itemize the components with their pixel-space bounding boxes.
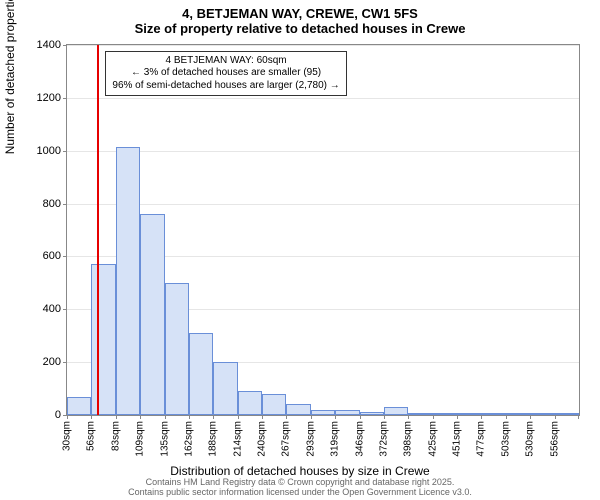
histogram-bar	[238, 391, 262, 415]
xtick-mark	[360, 415, 361, 419]
xtick-mark	[408, 415, 409, 419]
annotation-line-1: 4 BETJEMAN WAY: 60sqm	[165, 55, 286, 66]
ytick-mark	[63, 309, 67, 310]
ytick-label: 0	[55, 409, 61, 421]
histogram-bar	[457, 413, 481, 415]
xtick-label: 109sqm	[135, 421, 146, 457]
xtick-mark	[311, 415, 312, 419]
property-marker-line	[97, 45, 99, 415]
xtick-label: 162sqm	[183, 421, 194, 457]
xtick-mark	[262, 415, 263, 419]
xtick-label: 240sqm	[257, 421, 268, 457]
xtick-mark	[578, 415, 579, 419]
xtick-mark	[530, 415, 531, 419]
xtick-label: 346sqm	[354, 421, 365, 457]
xtick-mark	[189, 415, 190, 419]
xtick-mark	[506, 415, 507, 419]
ytick-label: 1000	[37, 145, 61, 157]
xtick-mark	[335, 415, 336, 419]
histogram-bar	[286, 404, 310, 415]
ytick-label: 600	[43, 250, 61, 262]
xtick-mark	[286, 415, 287, 419]
xtick-label: 556sqm	[549, 421, 560, 457]
annotation-line-2: ← 3% of detached houses are smaller (95)	[131, 67, 321, 78]
histogram-bar	[311, 410, 335, 415]
xtick-label: 372sqm	[378, 421, 389, 457]
xtick-mark	[457, 415, 458, 419]
xtick-mark	[67, 415, 68, 419]
xtick-label: 214sqm	[232, 421, 243, 457]
xtick-label: 188sqm	[208, 421, 219, 457]
ytick-mark	[63, 98, 67, 99]
xtick-label: 319sqm	[330, 421, 341, 457]
histogram-bar	[91, 264, 115, 415]
chart-footer: Contains HM Land Registry data © Crown c…	[0, 478, 600, 500]
ytick-mark	[63, 204, 67, 205]
xtick-label: 267sqm	[281, 421, 292, 457]
histogram-bar	[116, 147, 140, 415]
xtick-label: 30sqm	[62, 421, 73, 451]
histogram-bar	[189, 333, 213, 415]
footer-line-2: Contains public sector information licen…	[128, 487, 472, 497]
histogram-bar	[555, 413, 579, 415]
chart-container: 4, BETJEMAN WAY, CREWE, CW1 5FS Size of …	[0, 0, 600, 500]
xtick-mark	[555, 415, 556, 419]
histogram-bar	[506, 413, 530, 415]
ytick-label: 1200	[37, 92, 61, 104]
histogram-bar	[67, 397, 91, 416]
xtick-mark	[140, 415, 141, 419]
xtick-mark	[165, 415, 166, 419]
xtick-mark	[433, 415, 434, 419]
gridline	[67, 151, 579, 152]
ytick-mark	[63, 362, 67, 363]
xtick-label: 56sqm	[86, 421, 97, 451]
xtick-label: 83sqm	[110, 421, 121, 451]
ytick-mark	[63, 256, 67, 257]
ytick-label: 1400	[37, 39, 61, 51]
annotation-line-3: 96% of semi-detached houses are larger (…	[112, 80, 339, 91]
plot-area: 020040060080010001200140030sqm56sqm83sqm…	[66, 44, 580, 416]
chart-title-main: 4, BETJEMAN WAY, CREWE, CW1 5FS	[0, 0, 600, 21]
xtick-label: 477sqm	[476, 421, 487, 457]
xtick-mark	[116, 415, 117, 419]
histogram-bar	[433, 413, 457, 415]
histogram-bar	[165, 283, 189, 415]
gridline	[67, 45, 579, 46]
ytick-label: 800	[43, 198, 61, 210]
y-axis-label: Number of detached properties	[3, 0, 17, 154]
ytick-mark	[63, 45, 67, 46]
xtick-label: 503sqm	[500, 421, 511, 457]
gridline	[67, 98, 579, 99]
histogram-bar	[408, 413, 432, 415]
annotation-box: 4 BETJEMAN WAY: 60sqm← 3% of detached ho…	[105, 51, 346, 97]
xtick-label: 135sqm	[159, 421, 170, 457]
chart-title-sub: Size of property relative to detached ho…	[0, 21, 600, 40]
histogram-bar	[360, 412, 384, 415]
histogram-bar	[530, 413, 554, 415]
ytick-label: 400	[43, 303, 61, 315]
footer-line-1: Contains HM Land Registry data © Crown c…	[146, 477, 455, 487]
histogram-bar	[140, 214, 164, 415]
xtick-mark	[91, 415, 92, 419]
xtick-mark	[481, 415, 482, 419]
xtick-label: 293sqm	[305, 421, 316, 457]
histogram-bar	[213, 362, 237, 415]
xtick-mark	[238, 415, 239, 419]
gridline	[67, 204, 579, 205]
histogram-bar	[481, 413, 505, 415]
xtick-mark	[384, 415, 385, 419]
ytick-mark	[63, 151, 67, 152]
histogram-bar	[262, 394, 286, 415]
xtick-mark	[213, 415, 214, 419]
ytick-label: 200	[43, 356, 61, 368]
xtick-label: 398sqm	[403, 421, 414, 457]
histogram-bar	[384, 407, 408, 415]
xtick-label: 425sqm	[427, 421, 438, 457]
xtick-label: 530sqm	[525, 421, 536, 457]
xtick-label: 451sqm	[452, 421, 463, 457]
histogram-bar	[335, 410, 359, 415]
x-axis-label: Distribution of detached houses by size …	[0, 464, 600, 478]
